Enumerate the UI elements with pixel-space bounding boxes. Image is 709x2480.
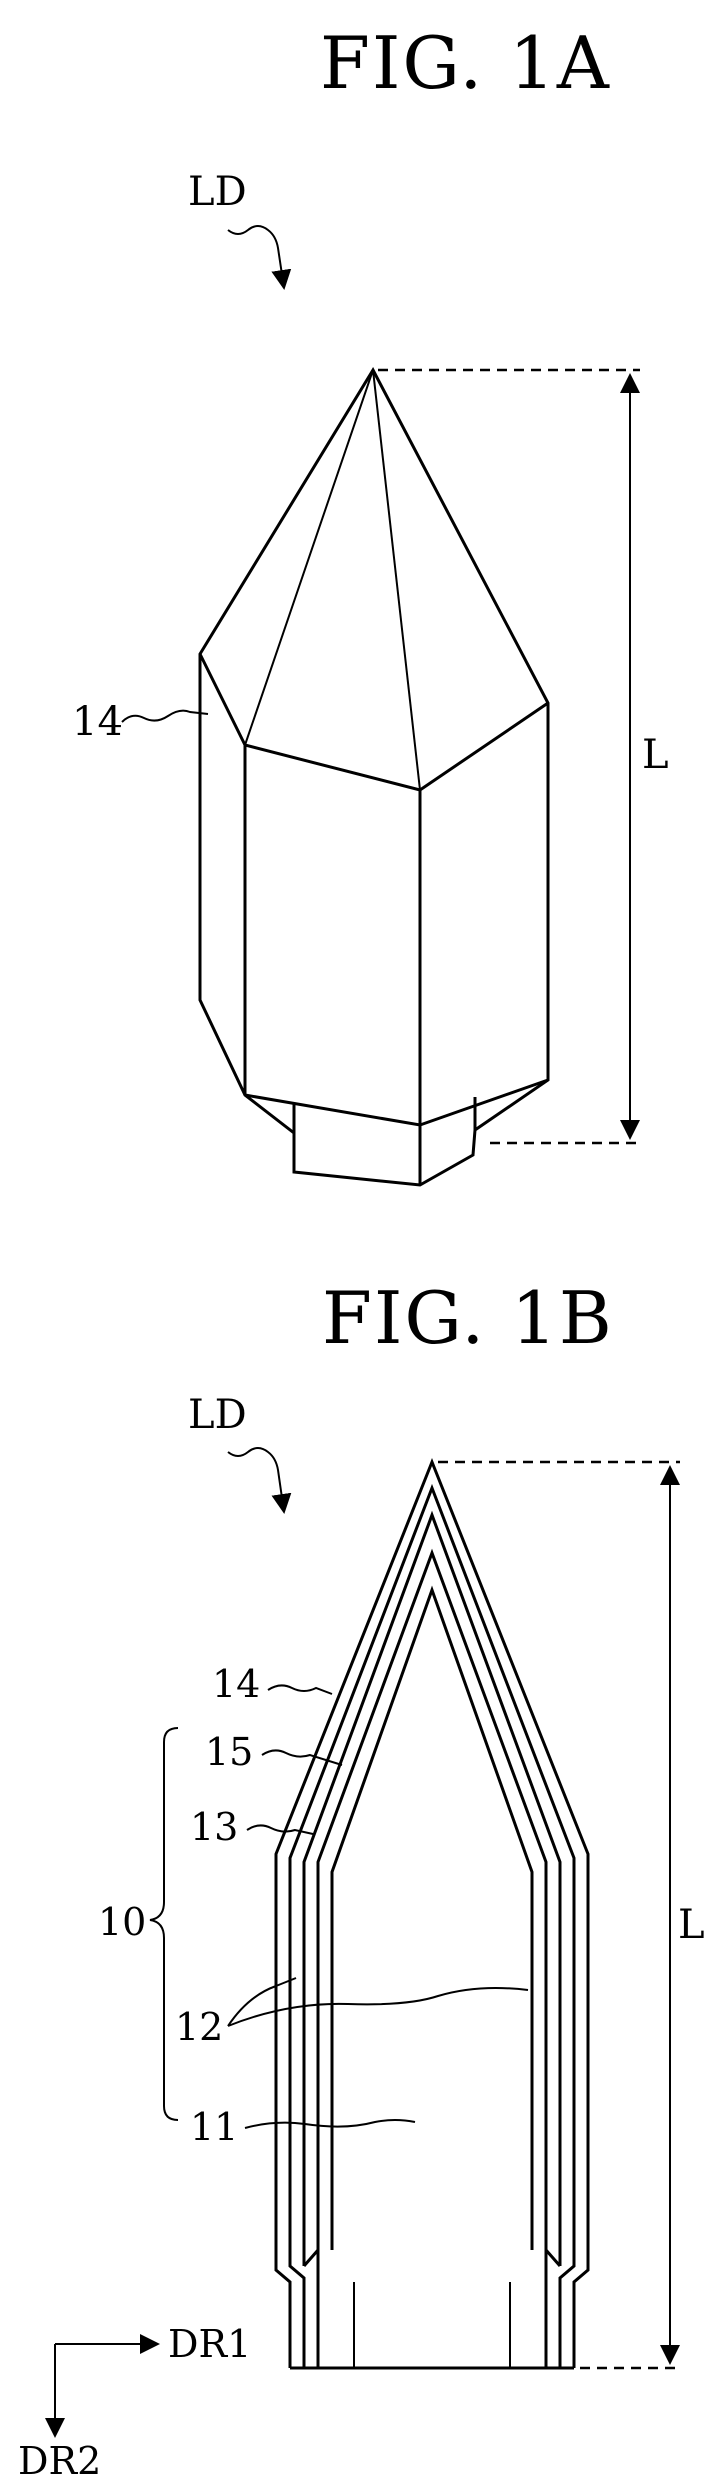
figure-1a: FIG. 1A LD 14 L — [72, 21, 669, 1185]
figure-1b-layer-13-outer — [304, 1515, 560, 2266]
figure-1a-pyramid-edge-1 — [245, 370, 373, 745]
figure-1b-label-10: 10 — [98, 1900, 146, 1944]
figure-1a-ld-label: LD — [188, 169, 247, 215]
figure-1a-length-label: L — [642, 732, 669, 778]
figure-1b-label-12: 12 — [175, 2005, 223, 2049]
figure-1a-pyramid-edge-2 — [373, 370, 420, 790]
figure-1b-label-14: 14 — [212, 1662, 260, 1706]
figure-1b-ld-label: LD — [188, 1392, 247, 1438]
figure-1b-layer-14 — [276, 1462, 588, 2368]
figure-1b-ld-arrow — [228, 1448, 284, 1512]
figure-1b-layer-12-inner — [332, 1590, 532, 2250]
figure-1b-label-15: 15 — [205, 1730, 253, 1774]
figure-1b-dr1-label: DR1 — [168, 2322, 251, 2366]
figure-1b-length-label: L — [678, 1902, 705, 1948]
figure-1b-label-13: 13 — [190, 1805, 238, 1849]
figure-1a-ld-arrow — [228, 226, 284, 288]
figure-1b-label-11: 11 — [190, 2105, 238, 2149]
figure-1b: FIG. 1B LD 14 15 13 — [18, 1276, 705, 2480]
figure-1b-layer-12-outer — [304, 1553, 560, 2266]
figure-1a-leader-14 — [122, 711, 208, 722]
figure-1b-dr2-label: DR2 — [18, 2439, 101, 2480]
figure-1a-hexagonal-body — [200, 370, 548, 1185]
figure-1a-title: FIG. 1A — [320, 21, 611, 105]
figure-1b-brace-10 — [150, 1728, 178, 2120]
figure-1b-title: FIG. 1B — [322, 1276, 614, 1360]
figure-1b-leader-12a — [228, 1978, 296, 2026]
figure-1a-label-14: 14 — [72, 699, 123, 745]
figure-1a-bottom-rim — [245, 1080, 548, 1125]
figure-1b-leader-14 — [268, 1685, 332, 1694]
figure-1b-cross-section — [276, 1462, 588, 2368]
figure-1b-leader-11 — [245, 2120, 415, 2128]
figure-1b-leader-12b — [228, 1988, 528, 2026]
